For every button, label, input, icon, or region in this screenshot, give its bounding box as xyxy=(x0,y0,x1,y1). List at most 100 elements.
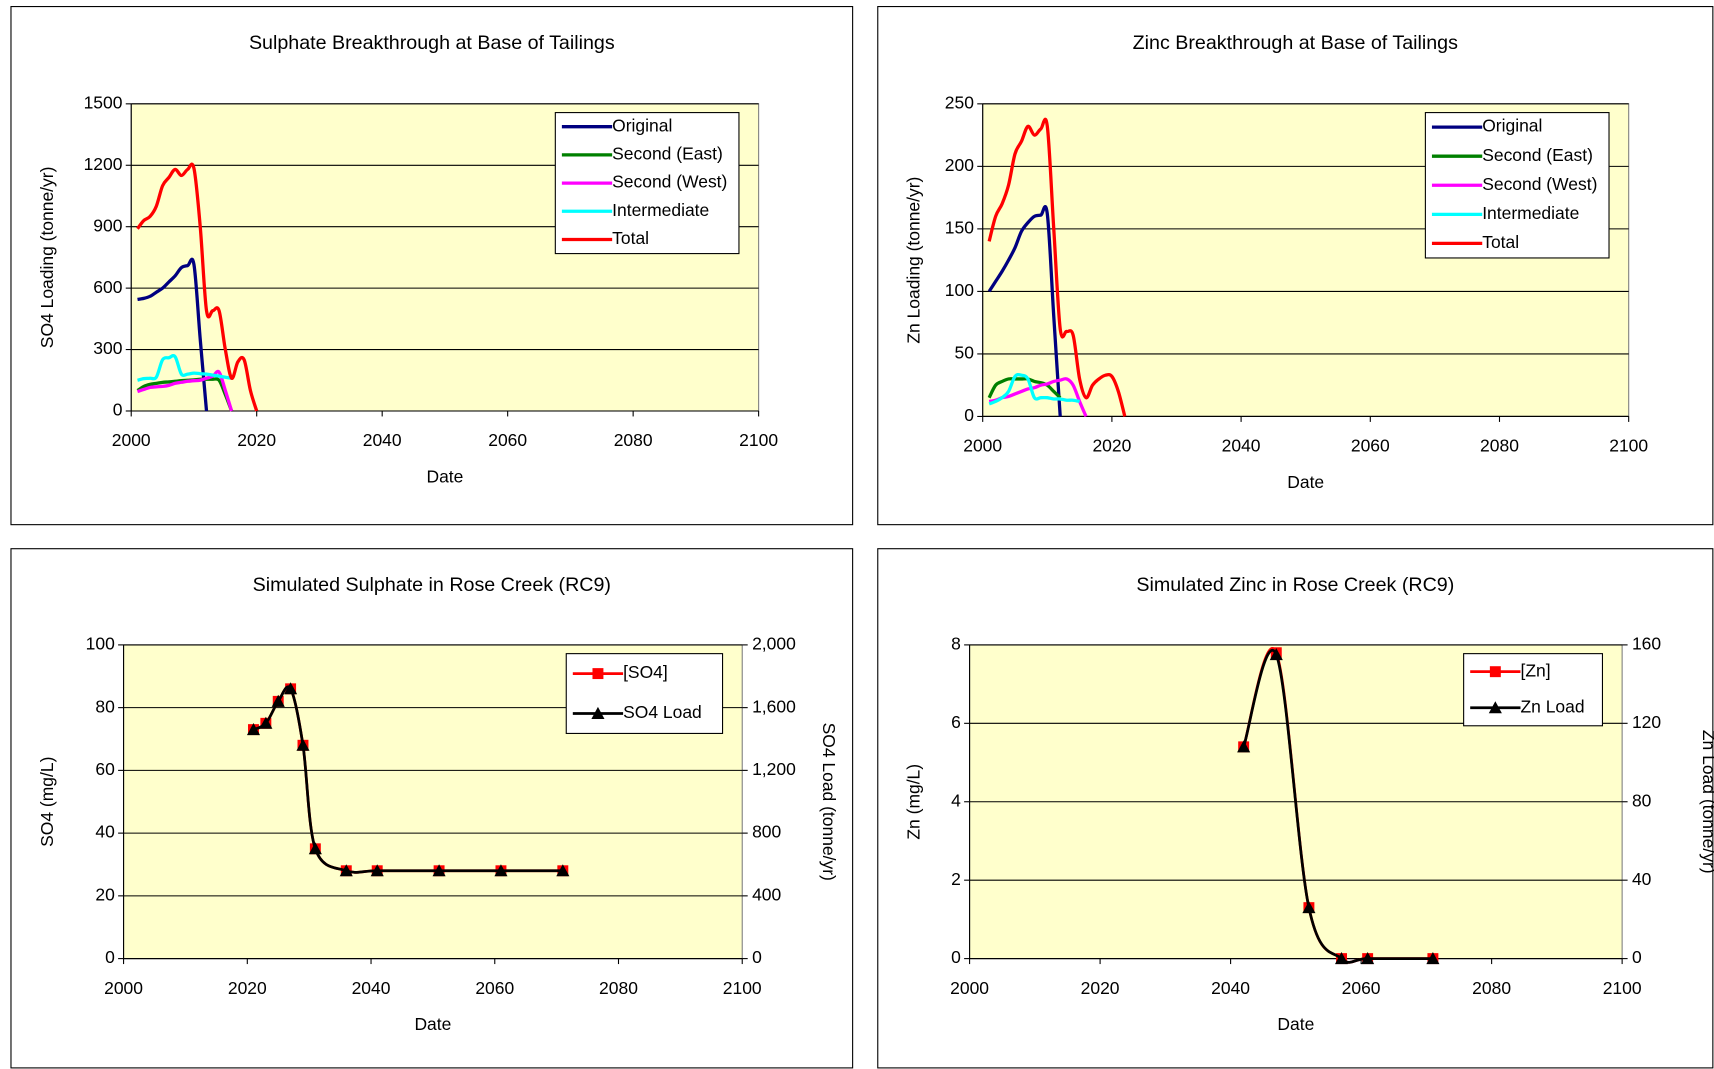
x-tick-label: 2060 xyxy=(1351,436,1390,456)
y-axis-label: Zn Loading (tonne/yr) xyxy=(904,177,924,344)
x-tick-label: 2020 xyxy=(1092,436,1131,456)
series-line xyxy=(137,257,209,412)
legend-label: Second (West) xyxy=(612,172,727,192)
x-tick-label: 2000 xyxy=(112,430,151,450)
y-tick-label: 4 xyxy=(951,790,961,810)
legend-label: Second (East) xyxy=(612,144,723,164)
y-tick-label: 100 xyxy=(945,280,974,300)
marker xyxy=(339,864,353,877)
legend-label: Zn Load xyxy=(1520,696,1584,716)
x-tick-label: 2000 xyxy=(104,978,143,998)
marker xyxy=(432,864,446,877)
marker xyxy=(592,668,604,680)
x-tick-label: 2040 xyxy=(1222,436,1261,456)
y2-tick-label: 2,000 xyxy=(752,634,796,654)
y-tick-label: 600 xyxy=(93,277,122,297)
y-tick-label: 50 xyxy=(955,343,975,363)
legend: Original Second (East) Second (West) Interm… xyxy=(554,112,740,255)
marker xyxy=(556,864,570,877)
x-tick-label: 2100 xyxy=(1603,978,1642,998)
x-tick-label: 2020 xyxy=(237,430,276,450)
x-tick-label: 2020 xyxy=(1081,978,1120,998)
x-axis-label: Date xyxy=(1287,472,1324,492)
y2-tick-label: 400 xyxy=(752,884,781,904)
marker xyxy=(1488,701,1502,714)
y2-tick-label: 800 xyxy=(752,822,781,842)
chart-title: Zinc Breakthrough at Base of Tailings xyxy=(1133,32,1458,54)
legend-label: Original xyxy=(1482,116,1542,136)
chart-panel: Zinc Breakthrough at Base of Tailings Dat… xyxy=(877,6,1714,526)
chart-panel: Simulated Sulphate in Rose Creek (RC9) Da… xyxy=(10,548,854,1069)
marker xyxy=(1302,901,1316,914)
y2-tick-label: 1,600 xyxy=(752,696,796,716)
marker xyxy=(591,706,605,719)
x-tick-label: 2060 xyxy=(1342,978,1381,998)
legend-label: Second (West) xyxy=(1482,174,1597,194)
y-tick-label: 0 xyxy=(105,947,115,967)
y-tick-label: 0 xyxy=(113,400,123,420)
y-tick-label: 200 xyxy=(945,155,974,175)
marker xyxy=(1361,952,1375,965)
legend-label: Original xyxy=(612,115,672,135)
y-tick-label: 2 xyxy=(951,869,961,889)
legend-label: Total xyxy=(612,228,649,248)
x-tick-label: 2040 xyxy=(1211,978,1250,998)
x-tick-label: 2060 xyxy=(475,978,514,998)
y-tick-label: 1500 xyxy=(84,92,123,112)
y2-tick-label: 160 xyxy=(1632,634,1661,654)
series-line xyxy=(987,117,1127,417)
chart-title: Sulphate Breakthrough at Base of Tailing… xyxy=(249,32,615,54)
marker xyxy=(259,716,273,729)
chart-panel: Sulphate Breakthrough at Base of Tailing… xyxy=(10,6,854,526)
x-axis-label: Date xyxy=(1277,1014,1314,1034)
y2-tick-label: 1,200 xyxy=(752,759,796,779)
legend-label: Intermediate xyxy=(612,200,709,220)
series-line xyxy=(136,369,234,412)
y-tick-label: 250 xyxy=(945,92,974,112)
y-tick-label: 300 xyxy=(93,338,122,358)
chart-panel: Simulated Zinc in Rose Creek (RC9) Date Zn… xyxy=(877,548,1714,1069)
legend: [SO4] SO4 Load xyxy=(565,653,724,734)
y-axis-label: SO4 (mg/L) xyxy=(37,757,57,847)
marker xyxy=(1426,952,1440,965)
y-tick-label: 0 xyxy=(951,947,961,967)
marker xyxy=(246,723,261,736)
marker xyxy=(494,864,508,877)
y-axis-label: SO4 Loading (tonne/yr) xyxy=(37,167,57,349)
y2-tick-label: 0 xyxy=(752,947,762,967)
x-axis-label: Date xyxy=(426,466,463,486)
x-tick-label: 2000 xyxy=(950,978,989,998)
marker xyxy=(1334,952,1349,965)
y2-tick-label: 120 xyxy=(1632,712,1661,732)
y2-tick-label: 0 xyxy=(1632,947,1642,967)
y-tick-label: 80 xyxy=(95,696,115,716)
y-tick-label: 150 xyxy=(945,218,974,238)
series-line xyxy=(988,373,1080,406)
marker xyxy=(296,738,310,751)
x-tick-label: 2080 xyxy=(614,430,653,450)
marker xyxy=(370,864,384,877)
x-tick-label: 2020 xyxy=(228,978,267,998)
legend-box xyxy=(565,653,724,734)
y-tick-label: 20 xyxy=(95,884,115,904)
chart-title: Simulated Sulphate in Rose Creek (RC9) xyxy=(253,574,611,596)
legend: Original Second (East) Second (West) Interm… xyxy=(1424,112,1610,259)
x-tick-label: 2080 xyxy=(1472,978,1511,998)
x-tick-label: 2040 xyxy=(363,430,402,450)
y-axis-label: Zn (mg/L) xyxy=(904,764,924,840)
series-line xyxy=(987,377,1062,399)
marker xyxy=(1269,648,1283,661)
x-tick-label: 2000 xyxy=(963,436,1002,456)
y-tick-label: 40 xyxy=(95,822,115,842)
x-tick-label: 2080 xyxy=(599,978,638,998)
legend-box xyxy=(554,112,740,255)
y-tick-label: 0 xyxy=(964,405,974,425)
legend-label: Second (East) xyxy=(1482,145,1593,165)
x-tick-label: 2100 xyxy=(1609,436,1648,456)
chart-title: Simulated Zinc in Rose Creek (RC9) xyxy=(1136,574,1454,596)
legend: [Zn] Zn Load xyxy=(1463,653,1604,727)
legend-label: [SO4] xyxy=(623,662,668,682)
y2-axis-label: Zn Load (tonne/yr) xyxy=(1699,730,1714,874)
